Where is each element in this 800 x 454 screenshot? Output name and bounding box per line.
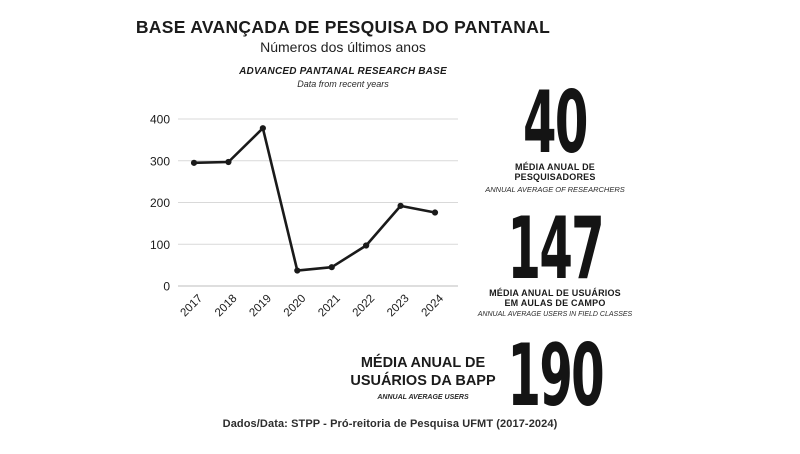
y-tick-label: 200 [150,196,170,210]
data-point [328,264,335,271]
stat-researchers-label-en: ANNUAL AVERAGE OF RESEARCHERS [485,185,625,194]
page-subtitle-en: Data from recent years [297,79,389,89]
stat-bapp-users-label-line1: MÉDIA ANUAL DE [360,355,486,371]
stat-bapp-users: 190 [505,326,605,426]
data-point [294,267,301,274]
x-tick-label: 2020 [282,293,309,320]
x-tick-label: 2022 [351,293,378,320]
page-title: BASE AVANÇADA DE PESQUISA DO PANTANAL [135,17,551,37]
stat-bapp-users-label-line2: USUÁRIOS DA BAPP [350,373,496,389]
x-tick-label: 2024 [420,292,447,319]
line-chart-svg: 0 100 200 300 400 2017 2018 2019 2020 2021 2022 202… [150,113,458,320]
stat-field-class-users-label-line2: EM AULAS DE CAMPO [504,298,606,308]
x-tick-label: 2021 [316,293,343,320]
y-tick-label: 400 [150,113,170,127]
stat-field-class-users-value: 147 [507,199,604,299]
page-title-en: ADVANCED PANTANAL RESEARCH BASE [239,66,447,77]
data-point [225,158,232,166]
x-tick-label: 2018 [213,293,240,320]
stat-bapp-users-label: MÉDIA ANUAL DE USUÁRIOS DA BAPP [345,354,501,390]
data-point [259,125,266,132]
data-line [192,126,437,272]
page-subtitle: Números dos últimos anos [260,39,426,55]
stat-field-class-users-label-en: ANNUAL AVERAGE USERS IN FIELD CLASSES [477,311,633,318]
stat-field-class-users-label-line1: MÉDIA ANUAL DE USUÁRIOS [489,288,621,298]
y-tick-label: 100 [150,238,170,252]
stat-field-class-users: 147 MÉDIA ANUAL DE USUÁRIOS EM AULAS DE … [465,199,645,318]
stat-bapp-users-label-block: MÉDIA ANUAL DE USUÁRIOS DA BAPP ANNUAL A… [345,354,501,401]
stat-bapp-users-label-en: ANNUAL AVERAGE USERS [377,394,469,401]
data-point [363,242,370,249]
stat-researchers-value: 40 [523,73,588,173]
x-tick-label: 2019 [247,293,274,320]
stat-bapp-users-value-box: 190 [505,326,605,426]
stat-researchers: 40 MÉDIA ANUAL DE PESQUISADORES ANNUAL A… [475,73,635,194]
stat-researchers-value-box: 40 [475,73,635,173]
stat-researchers-label-line2: PESQUISADORES [514,172,596,182]
stat-field-class-users-label: MÉDIA ANUAL DE USUÁRIOS EM AULAS DE CAMP… [465,288,645,308]
data-point [397,202,404,209]
data-point [431,209,439,216]
line-chart: 0 100 200 300 400 2017 2018 2019 2020 2021 2022 202… [140,100,480,330]
stat-field-class-users-value-box: 147 [465,199,645,299]
x-tick-label: 2023 [385,293,412,320]
x-tick-label: 2017 [179,293,206,320]
data-source-note: Dados/Data: STPP - Pró-reitoria de Pesqu… [222,418,558,430]
header: BASE AVANÇADA DE PESQUISA DO PANTANAL Nú… [43,16,643,89]
stat-bapp-users-value: 190 [507,326,604,426]
stat-researchers-label-line1: MÉDIA ANUAL DE [515,162,595,172]
y-tick-label: 300 [150,154,170,168]
y-tick-label: 0 [163,280,170,294]
data-point [190,159,198,166]
stat-researchers-label: MÉDIA ANUAL DE PESQUISADORES [475,162,635,182]
